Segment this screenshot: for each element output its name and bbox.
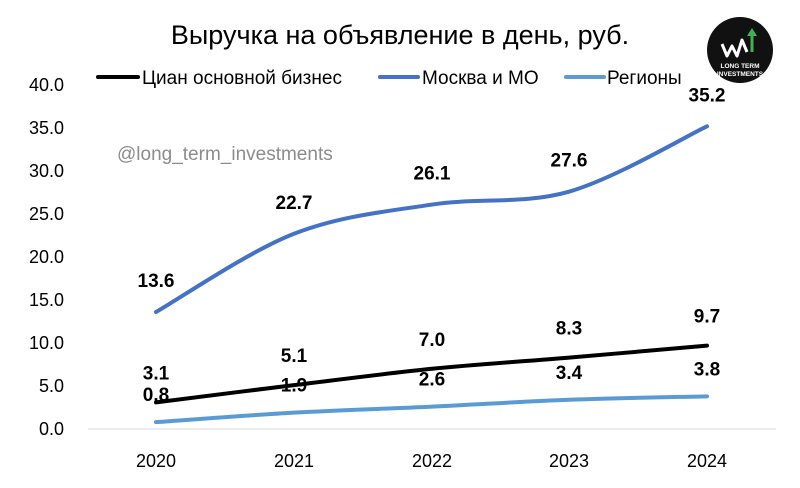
x-tick-label: 2023 bbox=[549, 451, 589, 471]
data-label: 2.6 bbox=[419, 370, 445, 391]
x-tick-label: 2024 bbox=[687, 451, 727, 471]
y-tick-label: 20.0 bbox=[29, 247, 64, 267]
data-label: 1.9 bbox=[281, 376, 307, 397]
data-label: 7.0 bbox=[419, 330, 445, 351]
logo-badge: LONG TERM INVESTMENTS bbox=[707, 17, 773, 83]
y-tick-label: 40.0 bbox=[29, 75, 64, 95]
y-tick-label: 15.0 bbox=[29, 290, 64, 310]
legend-label-moscow: Москва и МО bbox=[422, 68, 539, 89]
logo-arrowhead-icon bbox=[747, 28, 757, 36]
data-label: 22.7 bbox=[276, 193, 313, 214]
data-labels: 3.1 5.1 7.0 8.3 9.7 13.6 22.7 26.1 27.6 35.2 0.8 1.… bbox=[138, 85, 726, 406]
legend: Циан основной бизнес Москва и МО Регионы bbox=[96, 68, 682, 89]
series-line-cian bbox=[154, 343, 709, 405]
y-tick-label: 35.0 bbox=[29, 118, 64, 138]
y-axis: 0.0 5.0 10.0 15.0 20.0 25.0 30.0 35.0 40.0 bbox=[29, 75, 64, 439]
data-label: 9.7 bbox=[694, 307, 720, 328]
legend-label-cian: Циан основной бизнес bbox=[142, 68, 342, 89]
series-line-regions bbox=[154, 394, 709, 425]
logo-line1: LONG TERM bbox=[721, 63, 760, 70]
y-tick-label: 30.0 bbox=[29, 161, 64, 181]
data-label: 8.3 bbox=[556, 319, 582, 340]
chart-title: Выручка на объявление в день, руб. bbox=[171, 20, 629, 50]
data-label: 0.8 bbox=[143, 385, 169, 406]
y-tick-label: 25.0 bbox=[29, 204, 64, 224]
data-label: 35.2 bbox=[689, 85, 726, 106]
x-tick-label: 2022 bbox=[412, 451, 452, 471]
series-layer bbox=[154, 124, 709, 425]
data-label: 13.6 bbox=[138, 271, 175, 292]
data-label: 3.4 bbox=[556, 363, 583, 384]
data-label: 3.1 bbox=[143, 363, 170, 384]
data-label: 26.1 bbox=[414, 164, 451, 185]
x-tick-label: 2021 bbox=[274, 451, 314, 471]
y-tick-label: 0.0 bbox=[39, 419, 64, 439]
data-label: 5.1 bbox=[281, 346, 308, 367]
logo-line2: INVESTMENTS bbox=[717, 71, 764, 78]
watermark-text: @long_term_investments bbox=[117, 144, 333, 165]
series-line-moscow bbox=[154, 124, 709, 315]
data-label: 27.6 bbox=[551, 151, 588, 172]
y-tick-label: 5.0 bbox=[39, 376, 64, 396]
logo-chart-icon bbox=[720, 38, 749, 58]
x-axis: 2020 2021 2022 2023 2024 bbox=[88, 428, 776, 471]
y-tick-label: 10.0 bbox=[29, 333, 64, 353]
x-tick-label: 2020 bbox=[136, 451, 176, 471]
legend-label-regions: Регионы bbox=[607, 68, 682, 89]
data-label: 3.8 bbox=[694, 359, 720, 380]
